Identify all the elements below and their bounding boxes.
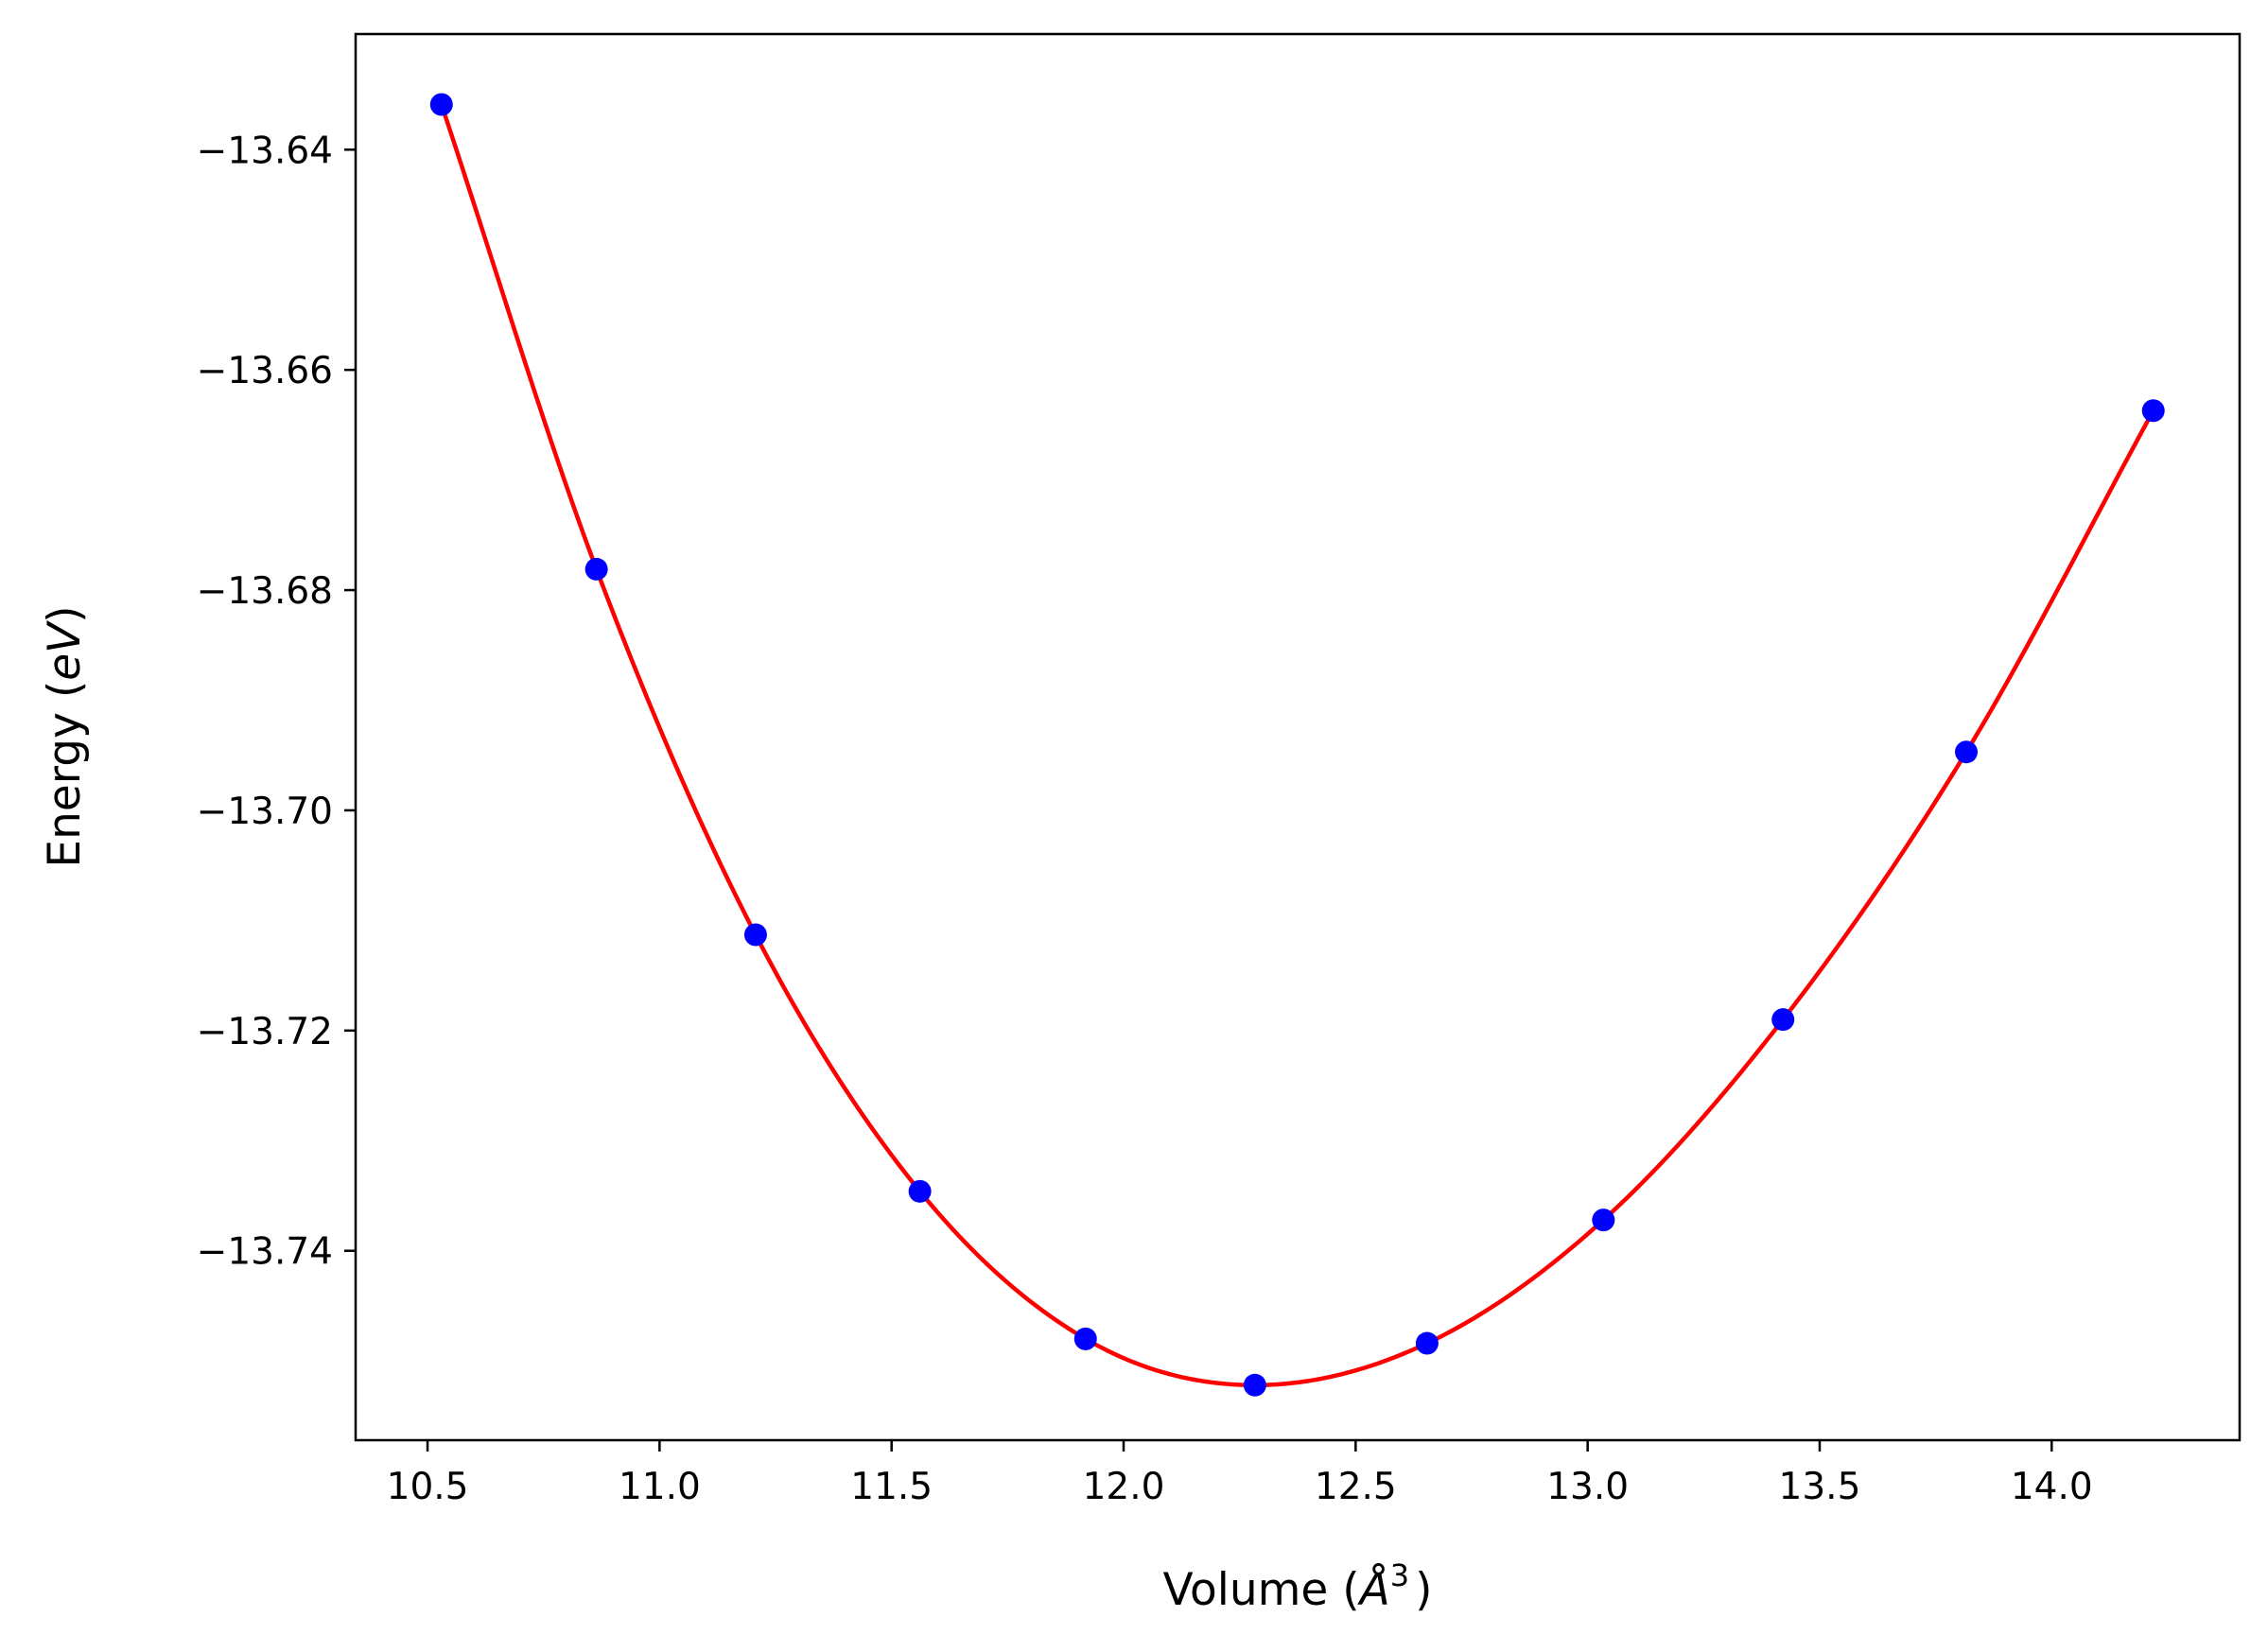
data-point [1592, 1209, 1615, 1232]
data-point [743, 923, 767, 947]
x-tick-label: 13.5 [1779, 1466, 1861, 1508]
y-axis-label: Energy (eV) [39, 605, 91, 867]
x-axis-label-suffix: ) [1415, 1564, 1432, 1616]
y-tick-label: −13.66 [197, 350, 333, 392]
y-axis-label-suffix: ) [39, 605, 91, 622]
x-tick-label: 12.0 [1083, 1466, 1165, 1508]
data-point [584, 557, 608, 581]
y-tick-label: −13.68 [197, 570, 333, 613]
data-point [2141, 399, 2165, 423]
x-tick-label: 11.5 [850, 1466, 933, 1508]
y-tick-label: −13.70 [197, 791, 333, 833]
y-axis-label-symbol: eV [39, 620, 91, 681]
x-tick-label: 10.5 [387, 1466, 469, 1508]
data-points-layer [429, 93, 2165, 1397]
y-tick-label: −13.72 [197, 1011, 333, 1053]
data-point [1771, 1008, 1795, 1032]
y-tick-label: −13.74 [197, 1231, 333, 1274]
y-tick-label: −13.64 [197, 130, 333, 172]
x-tick-label: 13.0 [1546, 1466, 1629, 1508]
x-axis-label-prefix: Volume ( [1163, 1564, 1360, 1616]
x-tick-label: 14.0 [2011, 1466, 2093, 1508]
data-point [1415, 1331, 1439, 1355]
x-axis-label: Volume (Å3) [1163, 1557, 1433, 1616]
data-point [908, 1179, 932, 1203]
data-point [429, 93, 453, 116]
x-tick-label: 12.5 [1315, 1466, 1397, 1508]
plot-area [356, 34, 2240, 1440]
data-point [1243, 1373, 1266, 1397]
y-axis-label-prefix: Energy ( [39, 681, 91, 868]
data-point [1955, 740, 1979, 764]
x-axis-label-sup: 3 [1390, 1557, 1409, 1593]
x-tick-label: 11.0 [619, 1466, 701, 1508]
plot-frame [354, 32, 2242, 1442]
x-axis-ticks: 10.5 11.0 11.5 12.0 12.5 13.0 13.5 14.0 [387, 1440, 2093, 1508]
data-point [1073, 1327, 1097, 1350]
y-axis-ticks: −13.64 −13.66 −13.68 −13.70 −13.72 −13.74 [197, 130, 356, 1274]
x-axis-label-symbol: Å [1357, 1564, 1390, 1616]
